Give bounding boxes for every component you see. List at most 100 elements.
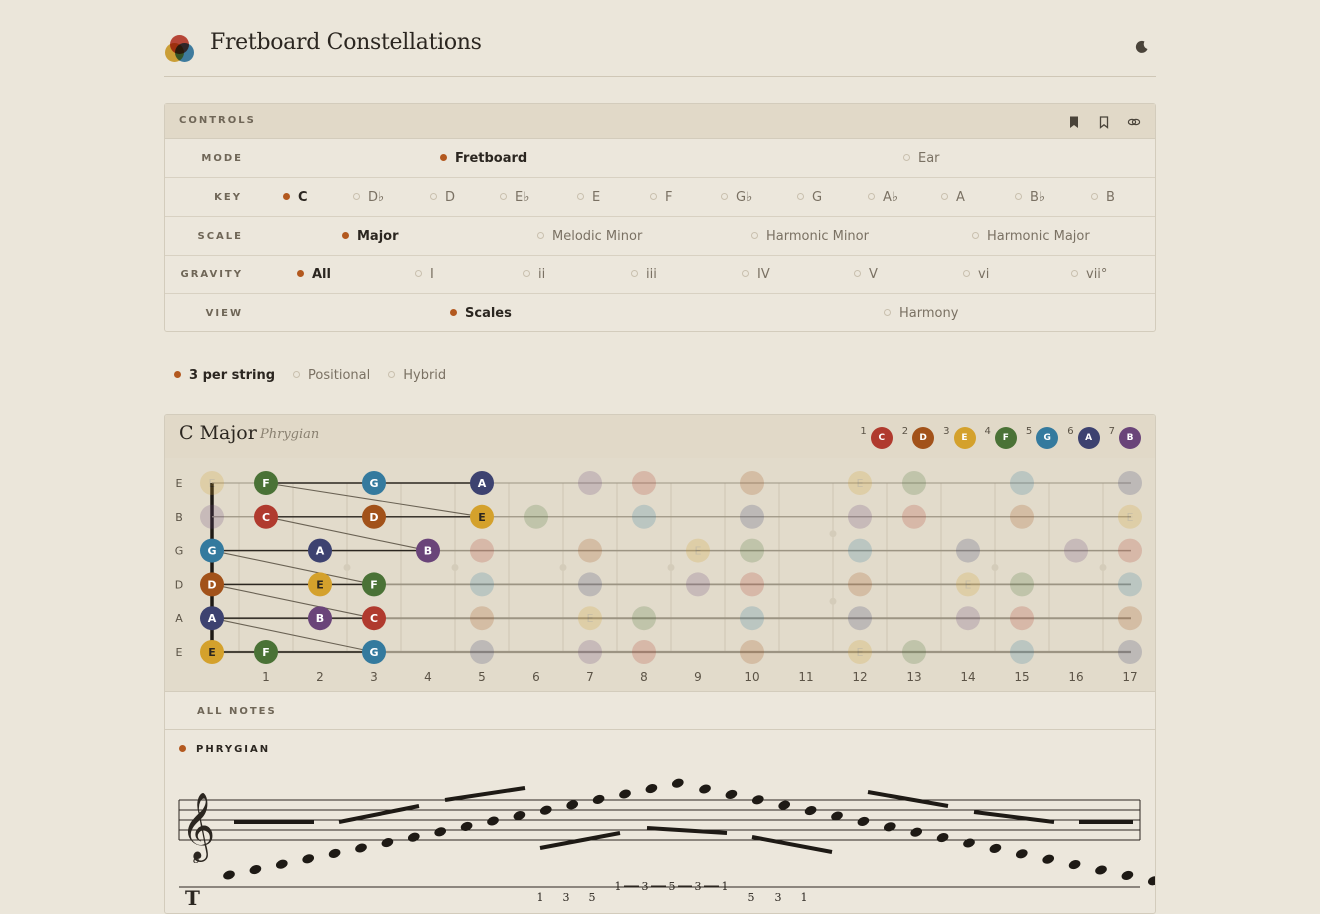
- note-g-marker[interactable]: G: [200, 538, 224, 563]
- inactive-note[interactable]: [848, 572, 872, 597]
- fingering-positional[interactable]: Positional: [293, 368, 370, 383]
- option-mode-ear[interactable]: Ear: [903, 151, 940, 166]
- inactive-note[interactable]: [632, 471, 656, 495]
- option-key-e[interactable]: E: [577, 190, 600, 205]
- option-gravity-iv[interactable]: IV: [742, 267, 770, 282]
- inactive-note[interactable]: [902, 471, 926, 495]
- note-a-marker[interactable]: A: [308, 538, 332, 563]
- inactive-note[interactable]: [524, 504, 548, 529]
- inactive-note[interactable]: [740, 504, 764, 529]
- option-scale-harmonic-minor[interactable]: Harmonic Minor: [751, 229, 869, 244]
- option-gravity-vi[interactable]: vi: [963, 267, 989, 282]
- note-d-marker[interactable]: D: [362, 504, 386, 529]
- inactive-note[interactable]: [470, 640, 494, 664]
- fretboard[interactable]: E B G D A E 1 2 3 4 5 6 7 8 9 10 11 12 13 14 15 16 17 E E E E E E E F G…: [165, 458, 1155, 692]
- note-e-marker[interactable]: E: [308, 572, 332, 597]
- inactive-note[interactable]: [1118, 572, 1142, 597]
- phrygian-section[interactable]: PHRYGIAN: [179, 744, 270, 755]
- option-scale-major[interactable]: Major: [342, 229, 399, 244]
- option-key-d-flat[interactable]: D♭: [353, 190, 384, 205]
- option-key-g[interactable]: G: [797, 190, 822, 205]
- note-f-marker[interactable]: F: [254, 471, 278, 495]
- option-view-harmony[interactable]: Harmony: [884, 306, 958, 321]
- option-key-b-flat[interactable]: B♭: [1015, 190, 1045, 205]
- note-c-marker[interactable]: C: [362, 606, 386, 631]
- inactive-note[interactable]: E: [200, 471, 224, 495]
- inactive-note[interactable]: [470, 572, 494, 597]
- inactive-note[interactable]: [902, 504, 926, 529]
- option-view-scales[interactable]: Scales: [450, 306, 512, 321]
- option-gravity-v[interactable]: V: [854, 267, 878, 282]
- fingering-hybrid[interactable]: Hybrid: [388, 368, 446, 383]
- link-icon[interactable]: [1127, 114, 1141, 128]
- inactive-note[interactable]: [1010, 606, 1034, 631]
- moon-icon[interactable]: [1134, 39, 1150, 55]
- inactive-note[interactable]: [848, 606, 872, 631]
- option-key-a[interactable]: A: [941, 190, 965, 205]
- inactive-note[interactable]: [1118, 606, 1142, 631]
- note-f-marker[interactable]: F: [254, 640, 278, 664]
- inactive-note[interactable]: [578, 640, 602, 664]
- option-scale-melodic-minor[interactable]: Melodic Minor: [537, 229, 642, 244]
- inactive-note[interactable]: [632, 606, 656, 631]
- option-gravity-vii-dim[interactable]: vii°: [1071, 267, 1107, 282]
- note-a-marker[interactable]: A: [200, 606, 224, 631]
- note-f-marker[interactable]: F: [362, 572, 386, 597]
- inactive-note[interactable]: [1064, 538, 1088, 563]
- inactive-note[interactable]: [956, 606, 980, 631]
- inactive-note[interactable]: [578, 538, 602, 563]
- inactive-note[interactable]: [848, 504, 872, 529]
- option-gravity-all[interactable]: All: [297, 267, 331, 282]
- note-d-marker[interactable]: D: [200, 572, 224, 597]
- note-a-marker[interactable]: A: [470, 471, 494, 495]
- option-mode-fretboard[interactable]: Fretboard: [440, 151, 527, 166]
- note-b-marker[interactable]: B: [416, 538, 440, 563]
- option-key-e-flat[interactable]: E♭: [500, 190, 529, 205]
- inactive-note[interactable]: E: [1118, 504, 1142, 529]
- note-c-marker[interactable]: C: [254, 504, 278, 529]
- inactive-note[interactable]: [740, 471, 764, 495]
- note-e-marker[interactable]: E: [200, 640, 224, 664]
- option-key-b[interactable]: B: [1091, 190, 1115, 205]
- inactive-note[interactable]: [200, 504, 224, 529]
- inactive-note[interactable]: [740, 572, 764, 597]
- note-e-marker[interactable]: E: [470, 504, 494, 529]
- inactive-note[interactable]: [1118, 538, 1142, 563]
- inactive-note[interactable]: [1010, 504, 1034, 529]
- inactive-note[interactable]: [740, 640, 764, 664]
- inactive-note[interactable]: [1118, 471, 1142, 495]
- option-gravity-iii[interactable]: iii: [631, 267, 657, 282]
- inactive-note[interactable]: [1010, 572, 1034, 597]
- option-key-g-flat[interactable]: G♭: [721, 190, 752, 205]
- inactive-note[interactable]: [1118, 640, 1142, 664]
- option-scale-harmonic-major[interactable]: Harmonic Major: [972, 229, 1090, 244]
- inactive-note[interactable]: [632, 504, 656, 529]
- inactive-note[interactable]: [1010, 471, 1034, 495]
- bookmark-filled-icon[interactable]: [1067, 114, 1081, 128]
- inactive-note[interactable]: [578, 572, 602, 597]
- bookmark-icon[interactable]: [1097, 114, 1111, 129]
- inactive-note[interactable]: [632, 640, 656, 664]
- inactive-note[interactable]: E: [848, 640, 872, 664]
- inactive-note[interactable]: [578, 471, 602, 495]
- fingering-3-per-string[interactable]: 3 per string: [174, 368, 275, 383]
- inactive-note[interactable]: E: [848, 471, 872, 495]
- inactive-note[interactable]: [1010, 640, 1034, 664]
- option-key-f[interactable]: F: [650, 190, 672, 205]
- note-b-marker[interactable]: B: [308, 606, 332, 631]
- option-gravity-i[interactable]: I: [415, 267, 434, 282]
- inactive-note[interactable]: [470, 606, 494, 631]
- inactive-note[interactable]: E: [578, 606, 602, 631]
- inactive-note[interactable]: E: [956, 572, 980, 597]
- inactive-note[interactable]: [956, 538, 980, 563]
- all-notes-row[interactable]: ALL NOTES: [165, 692, 1155, 730]
- inactive-note[interactable]: [470, 538, 494, 563]
- note-g-marker[interactable]: G: [362, 471, 386, 495]
- inactive-note[interactable]: [686, 572, 710, 597]
- inactive-note[interactable]: E: [686, 538, 710, 563]
- option-gravity-ii[interactable]: ii: [523, 267, 545, 282]
- inactive-note[interactable]: [902, 640, 926, 664]
- inactive-note[interactable]: [740, 538, 764, 563]
- inactive-note[interactable]: [740, 606, 764, 631]
